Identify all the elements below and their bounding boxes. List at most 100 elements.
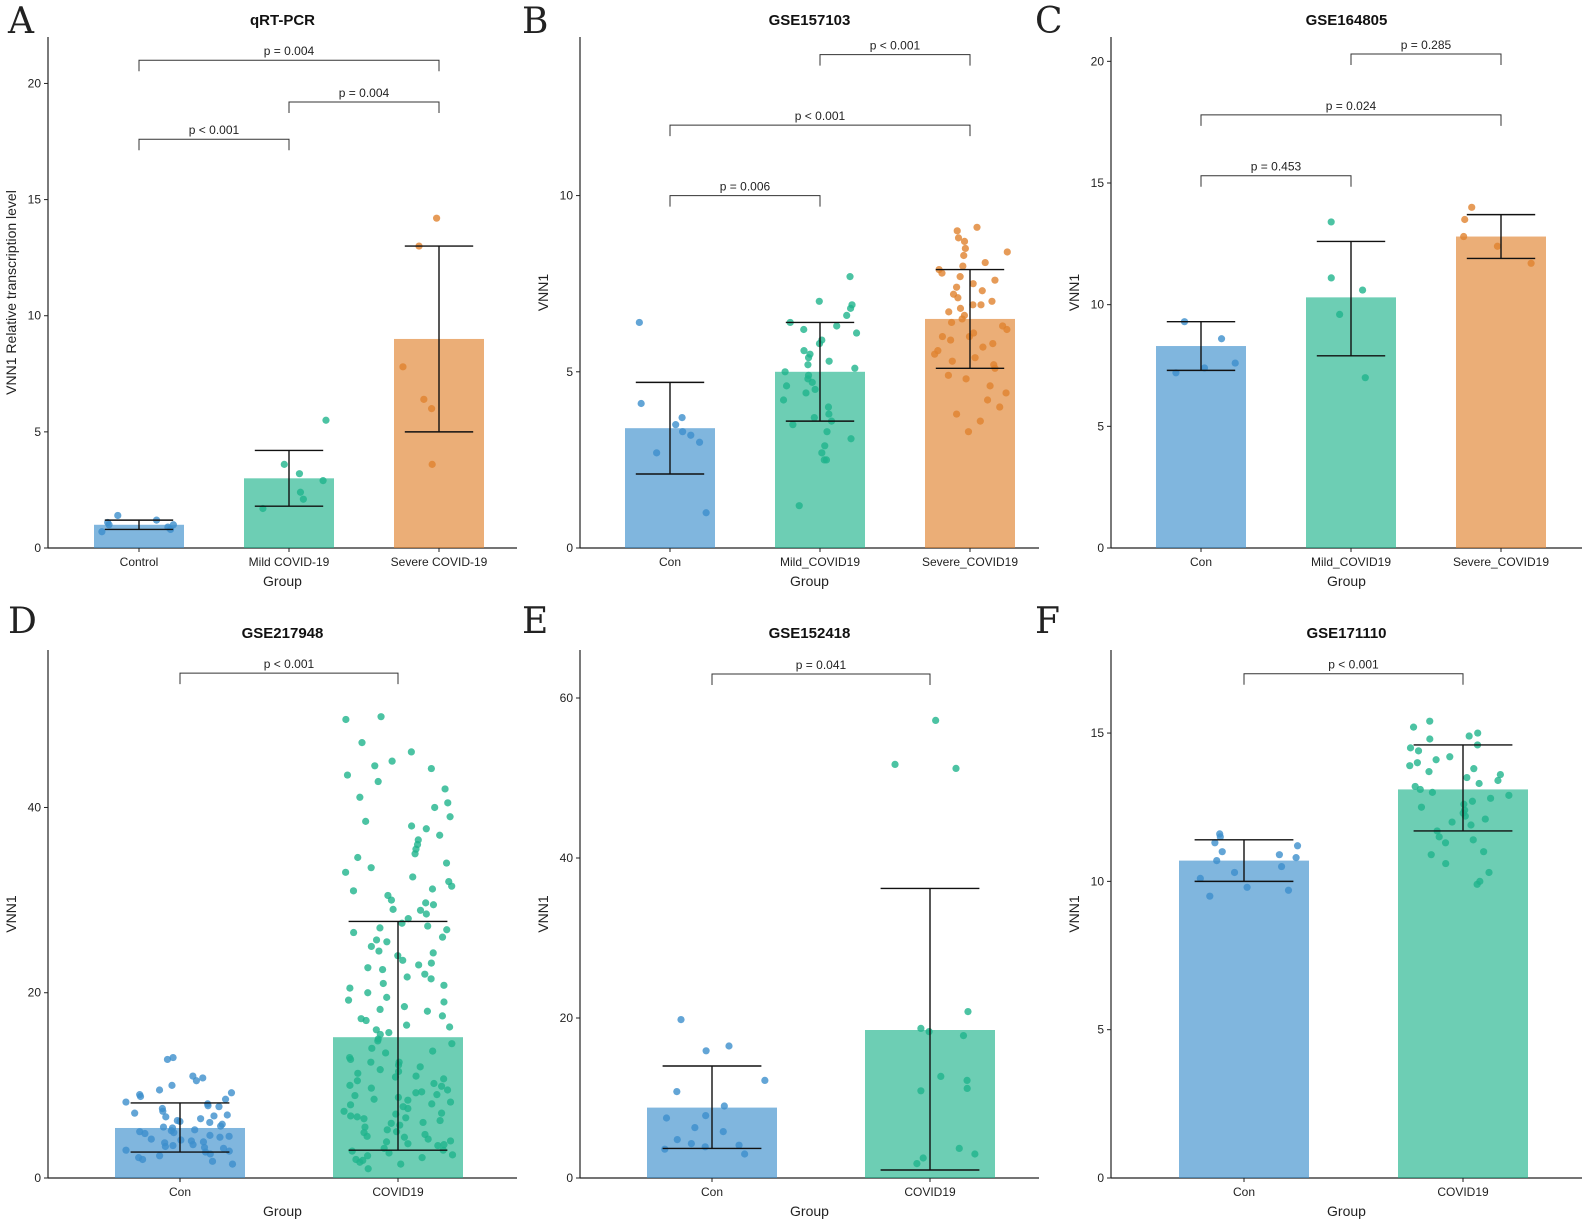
p-value-label: p = 0.006: [720, 180, 771, 194]
data-point: [1426, 717, 1434, 725]
data-point: [1481, 815, 1489, 823]
data-point: [346, 984, 354, 992]
data-point: [1275, 851, 1283, 859]
data-point: [446, 1098, 455, 1106]
data-point: [114, 511, 122, 520]
data-point: [443, 926, 451, 934]
data-point: [360, 1129, 368, 1137]
data-point: [1211, 839, 1219, 847]
data-point: [1217, 335, 1226, 343]
data-point: [1428, 788, 1437, 796]
data-point: [1435, 833, 1443, 841]
significance-bracket: [819, 54, 971, 66]
x-axis-title: Group: [1327, 573, 1366, 589]
data-point: [374, 777, 382, 786]
y-tick-label: 0: [1097, 541, 1104, 555]
data-point: [367, 942, 375, 951]
data-point: [382, 1049, 390, 1057]
data-point: [1463, 773, 1471, 782]
data-point: [1486, 794, 1495, 802]
data-point: [225, 1132, 233, 1140]
data-point: [1206, 892, 1214, 900]
data-point: [404, 1096, 412, 1104]
panel-b: B GSE157103 0 5 10 VNN1 Group Con Mild_COVID19 Se…: [522, 1, 1039, 589]
p-value-label: p = 0.041: [796, 658, 847, 672]
data-point: [1493, 242, 1502, 250]
data-point: [415, 961, 423, 969]
data-point: [428, 460, 436, 468]
data-point: [206, 1131, 214, 1139]
data-point: [204, 1102, 212, 1110]
x-axis-title: Group: [263, 573, 302, 589]
data-point: [1460, 232, 1468, 241]
p-value-label: p < 0.001: [1328, 658, 1379, 672]
data-point: [673, 1088, 681, 1096]
bar: [1398, 789, 1528, 1178]
data-point: [356, 793, 364, 801]
data-point: [963, 1076, 971, 1084]
data-point: [695, 438, 704, 446]
data-point: [1002, 389, 1010, 397]
data-point: [852, 329, 861, 337]
data-point: [955, 1144, 963, 1152]
data-point: [1465, 732, 1473, 740]
data-point: [702, 1047, 710, 1055]
data-point: [1243, 883, 1251, 891]
data-point: [367, 1058, 375, 1066]
data-point: [1461, 215, 1469, 224]
x-tick-label: COVID19: [904, 1185, 956, 1199]
data-point: [1213, 857, 1221, 865]
data-point: [407, 822, 416, 830]
y-tick-label: 20: [560, 1011, 574, 1025]
data-point: [702, 1112, 710, 1120]
y-axis-title: VNN1: [3, 895, 19, 933]
data-point: [206, 1118, 214, 1127]
data-point: [221, 1095, 230, 1103]
panel-letter: B: [522, 1, 548, 42]
panel-title: GSE157103: [769, 12, 851, 29]
p-value-label: p < 0.001: [189, 123, 240, 137]
data-point: [673, 1136, 681, 1144]
data-point: [383, 993, 391, 1001]
data-point: [973, 223, 981, 231]
data-point: [428, 1100, 436, 1108]
data-point: [436, 831, 444, 839]
data-point: [353, 1113, 361, 1121]
panel-c: C GSE164805 0 5 10 15 20 VNN1 Group Con Mild_COVID…: [1035, 1, 1582, 589]
data-point: [825, 357, 833, 365]
y-tick-label: 60: [560, 691, 574, 705]
x-tick-label: Mild_COVID19: [1311, 555, 1391, 569]
data-point: [947, 336, 955, 344]
data-point: [954, 234, 963, 242]
data-point: [348, 1147, 356, 1155]
data-point: [969, 280, 977, 288]
data-point: [1003, 248, 1011, 256]
x-tick-label: Mild COVID-19: [249, 555, 330, 569]
p-value-label: p = 0.285: [1401, 38, 1452, 52]
x-tick-label: Con: [1233, 1185, 1255, 1199]
data-point: [296, 488, 305, 496]
y-tick-label: 5: [1097, 419, 1104, 433]
data-point: [442, 859, 451, 867]
data-point: [403, 973, 411, 981]
data-point: [1292, 854, 1300, 862]
data-point: [931, 350, 939, 358]
data-point: [354, 1069, 362, 1077]
x-tick-label: Mild_COVID19: [780, 555, 860, 569]
data-point: [952, 764, 960, 773]
data-point: [1469, 836, 1477, 844]
data-point: [440, 1075, 448, 1083]
data-point: [448, 1040, 456, 1048]
data-point: [208, 1157, 217, 1165]
bar: [1156, 346, 1246, 548]
data-point: [131, 1109, 139, 1117]
data-point: [351, 1091, 359, 1100]
data-point: [823, 428, 831, 436]
data-point: [370, 1095, 378, 1103]
data-point: [411, 850, 419, 858]
data-point: [971, 354, 979, 362]
data-point: [961, 244, 969, 253]
data-point: [155, 1086, 164, 1094]
data-point: [1475, 779, 1483, 788]
